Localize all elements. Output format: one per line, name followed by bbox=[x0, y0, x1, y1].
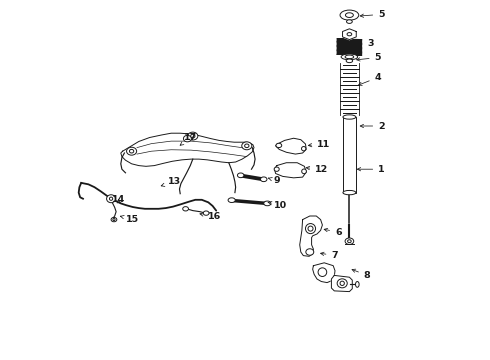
Ellipse shape bbox=[203, 211, 209, 215]
Text: 6: 6 bbox=[324, 228, 342, 237]
Text: 17: 17 bbox=[180, 133, 197, 145]
Ellipse shape bbox=[183, 135, 192, 142]
Text: 5: 5 bbox=[357, 53, 381, 62]
Ellipse shape bbox=[301, 147, 306, 151]
Ellipse shape bbox=[264, 201, 271, 206]
Text: 3: 3 bbox=[355, 39, 374, 48]
Ellipse shape bbox=[340, 10, 359, 20]
Ellipse shape bbox=[318, 268, 327, 276]
Text: 5: 5 bbox=[360, 10, 385, 19]
Ellipse shape bbox=[238, 173, 244, 178]
Text: 7: 7 bbox=[320, 251, 338, 260]
Ellipse shape bbox=[305, 224, 316, 234]
Text: 2: 2 bbox=[360, 122, 385, 131]
Bar bbox=[343, 117, 356, 193]
Ellipse shape bbox=[308, 226, 313, 231]
Text: 14: 14 bbox=[112, 195, 125, 204]
Text: 1: 1 bbox=[357, 165, 385, 174]
Polygon shape bbox=[343, 29, 356, 40]
Ellipse shape bbox=[111, 217, 117, 222]
Ellipse shape bbox=[356, 282, 359, 287]
Ellipse shape bbox=[337, 279, 347, 288]
Ellipse shape bbox=[183, 207, 189, 211]
Ellipse shape bbox=[345, 55, 354, 59]
Text: 4: 4 bbox=[359, 73, 381, 85]
Ellipse shape bbox=[109, 197, 113, 200]
Polygon shape bbox=[121, 133, 254, 166]
Ellipse shape bbox=[343, 115, 356, 119]
Ellipse shape bbox=[228, 198, 235, 202]
Ellipse shape bbox=[345, 13, 353, 18]
Ellipse shape bbox=[113, 219, 115, 221]
Ellipse shape bbox=[188, 132, 198, 140]
Text: 15: 15 bbox=[121, 215, 139, 224]
Ellipse shape bbox=[306, 249, 314, 255]
Ellipse shape bbox=[346, 59, 353, 63]
Ellipse shape bbox=[340, 281, 344, 285]
Ellipse shape bbox=[245, 144, 249, 148]
Text: 16: 16 bbox=[200, 212, 221, 221]
Text: 8: 8 bbox=[352, 269, 370, 280]
Polygon shape bbox=[300, 216, 322, 256]
Ellipse shape bbox=[347, 240, 351, 243]
Ellipse shape bbox=[129, 149, 134, 153]
Ellipse shape bbox=[302, 169, 306, 174]
Ellipse shape bbox=[276, 143, 282, 148]
Ellipse shape bbox=[107, 195, 116, 203]
Polygon shape bbox=[313, 263, 335, 283]
Polygon shape bbox=[331, 275, 352, 292]
Ellipse shape bbox=[346, 20, 352, 23]
Text: 10: 10 bbox=[268, 201, 287, 210]
Text: 9: 9 bbox=[268, 176, 280, 185]
Ellipse shape bbox=[343, 190, 356, 195]
Ellipse shape bbox=[191, 134, 195, 138]
Text: 12: 12 bbox=[306, 165, 328, 174]
Polygon shape bbox=[274, 163, 306, 178]
Ellipse shape bbox=[347, 33, 352, 36]
Polygon shape bbox=[275, 138, 306, 154]
Ellipse shape bbox=[345, 238, 354, 244]
Ellipse shape bbox=[274, 167, 279, 171]
Text: 13: 13 bbox=[161, 177, 181, 186]
Text: 11: 11 bbox=[308, 140, 330, 149]
Ellipse shape bbox=[341, 54, 358, 60]
Ellipse shape bbox=[261, 177, 267, 182]
Ellipse shape bbox=[242, 142, 252, 150]
Ellipse shape bbox=[126, 147, 137, 155]
